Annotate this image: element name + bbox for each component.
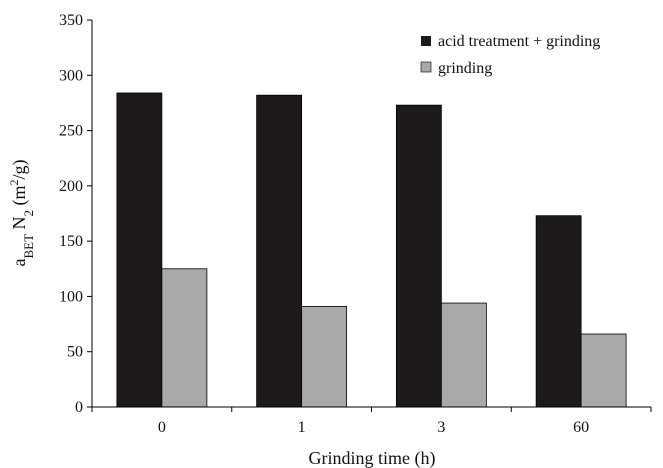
bar-grinding-60 xyxy=(580,333,627,408)
y-tick-label: 150 xyxy=(59,233,83,250)
bar-acid-treatment-grinding-1 xyxy=(256,94,303,408)
x-tick-label: 60 xyxy=(573,419,589,436)
y-tick-label: 200 xyxy=(59,178,83,195)
y-axis-title-unit-open: (m xyxy=(9,185,30,210)
y-tick-label: 50 xyxy=(67,344,83,361)
y-axis-title-unit-close: /g) xyxy=(9,159,30,179)
bar-acid-treatment-grinding-0 xyxy=(116,92,163,408)
x-tick-label: 0 xyxy=(158,419,166,436)
y-tick-label: 350 xyxy=(59,12,83,29)
y-tick-label: 250 xyxy=(59,123,83,140)
legend: acid treatment + grinding grinding xyxy=(420,33,600,77)
x-ticks-group: 0 1 3 60 xyxy=(91,407,652,436)
y-tick-label: 100 xyxy=(59,288,83,305)
x-axis-title: Grinding time (h) xyxy=(309,448,436,468)
y-tick-label: 0 xyxy=(75,399,83,416)
bar-grinding-3 xyxy=(440,302,487,408)
y-axis-title-mid: N xyxy=(9,216,29,234)
legend-label-grinding: grinding xyxy=(438,60,492,77)
bars-group xyxy=(116,92,627,408)
y-axis-title-sub2: 2 xyxy=(21,210,36,217)
bar-acid-treatment-grinding-60 xyxy=(535,215,582,408)
y-tick-label: 300 xyxy=(59,67,83,84)
legend-swatch-acid xyxy=(421,36,431,46)
bar-acid-treatment-grinding-3 xyxy=(395,104,442,408)
y-axis-title-sup: 2 xyxy=(7,179,21,185)
bar-grinding-0 xyxy=(161,268,208,408)
x-tick-label: 3 xyxy=(437,419,445,436)
y-ticks-group: 0 50 100 150 200 250 300 350 xyxy=(59,12,92,416)
bar-grinding-1 xyxy=(301,305,348,408)
legend-swatch-grinding xyxy=(420,61,432,73)
legend-label-acid: acid treatment + grinding xyxy=(438,33,600,50)
y-axis-title-sub: BET xyxy=(21,234,36,259)
y-axis-title-base: a xyxy=(9,259,29,267)
x-tick-label: 1 xyxy=(298,419,306,436)
y-axis-title: aBET N2 (m2/g) xyxy=(7,159,36,266)
